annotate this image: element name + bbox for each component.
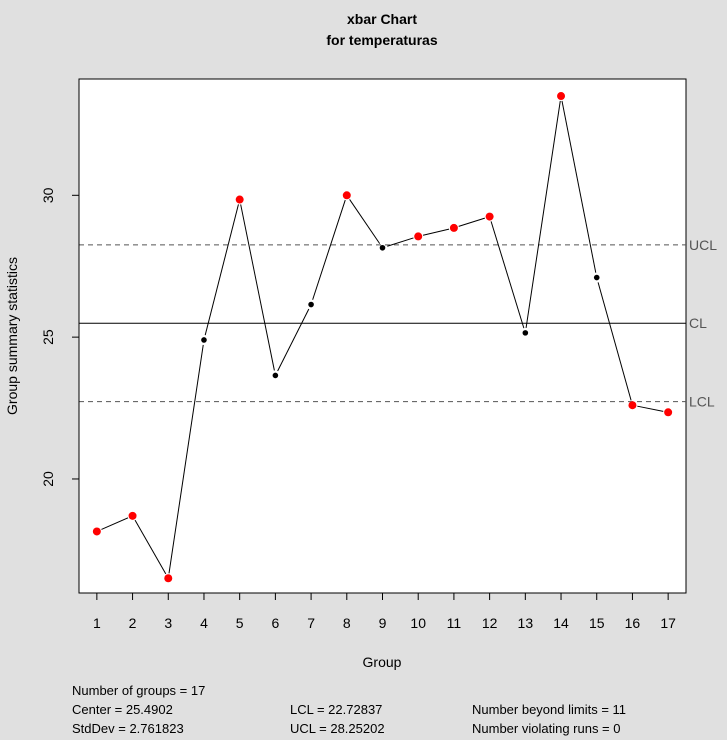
- x-tick-label: 2: [129, 615, 137, 631]
- stat-ucl: UCL = 28.25202: [290, 721, 385, 736]
- series-segment: [387, 237, 414, 247]
- x-tick-label: 15: [589, 615, 605, 631]
- x-tick-label: 6: [271, 615, 279, 631]
- data-point-violation: [164, 574, 173, 583]
- series-segment: [277, 308, 310, 372]
- center-label: CL: [689, 315, 707, 331]
- series-segment: [312, 199, 346, 300]
- x-tick-label: 4: [200, 615, 208, 631]
- stat-stddev: StdDev = 2.761823: [72, 721, 184, 736]
- ucl-label: UCL: [689, 237, 717, 253]
- series-segment: [349, 199, 381, 244]
- stat-beyond-limits: Number beyond limits = 11: [472, 702, 627, 717]
- x-tick-label: 14: [553, 615, 569, 631]
- data-point: [522, 330, 529, 336]
- data-point-violation: [128, 511, 137, 520]
- data-point: [201, 337, 207, 343]
- x-tick-label: 3: [164, 615, 172, 631]
- x-tick-label: 8: [343, 615, 351, 631]
- x-tick-label: 11: [447, 615, 462, 631]
- series-segment: [240, 204, 275, 371]
- data-point-violation: [342, 191, 351, 200]
- x-tick-label: 5: [236, 615, 244, 631]
- series-segment: [101, 517, 129, 530]
- series-segment: [204, 204, 239, 336]
- series-segment: [637, 405, 664, 412]
- x-tick-label: 10: [410, 615, 426, 631]
- stat-lcl: LCL = 22.72837: [290, 702, 383, 717]
- data-point: [272, 372, 279, 379]
- series-segment: [422, 228, 450, 236]
- data-point-violation: [235, 195, 244, 204]
- chart-title: xbar Chart: [347, 11, 417, 27]
- data-point-violation: [92, 527, 101, 536]
- series-segment: [525, 100, 561, 329]
- data-point-violation: [485, 212, 494, 221]
- data-point-violation: [449, 223, 458, 232]
- data-point-violation: [414, 232, 423, 241]
- stat-number-of-groups: Number of groups = 17: [72, 683, 206, 698]
- x-tick-label: 7: [307, 615, 315, 631]
- lcl-label: LCL: [689, 394, 715, 410]
- x-tick-label: 9: [379, 615, 387, 631]
- data-point-violation: [557, 92, 566, 101]
- data-point: [593, 274, 600, 281]
- y-tick-label: 20: [40, 471, 56, 487]
- series-segment: [561, 100, 597, 273]
- plot-area: [78, 78, 687, 594]
- x-axis-title: Group: [363, 654, 402, 670]
- series-segment: [458, 217, 486, 227]
- series-segment: [597, 282, 632, 401]
- x-tick-label: 13: [518, 615, 534, 631]
- y-axis-title: Group summary statistics: [4, 257, 20, 415]
- data-point-violation: [664, 408, 673, 417]
- series-segment: [490, 221, 525, 329]
- x-tick-label: 1: [93, 615, 101, 631]
- data-point: [308, 301, 314, 308]
- x-tick-label: 16: [625, 615, 641, 631]
- x-tick-label: 17: [660, 615, 676, 631]
- data-point-violation: [628, 401, 637, 410]
- series-segment: [168, 344, 204, 574]
- y-tick-label: 25: [40, 329, 56, 345]
- chart-subtitle: for temperaturas: [326, 32, 437, 48]
- y-tick-label: 30: [40, 187, 56, 203]
- stat-violating-runs: Number violating runs = 0: [472, 721, 621, 736]
- stat-center: Center = 25.4902: [72, 702, 173, 717]
- data-point: [379, 244, 386, 251]
- series-segment: [134, 519, 167, 575]
- x-tick-label: 12: [482, 615, 498, 631]
